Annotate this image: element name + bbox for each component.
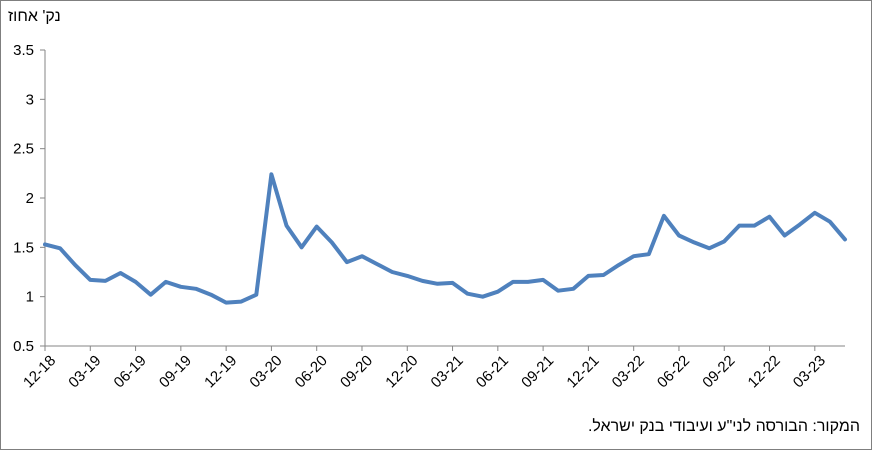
data-point xyxy=(164,280,167,284)
data-point xyxy=(783,234,786,237)
data-point xyxy=(707,247,711,250)
data-point xyxy=(119,271,122,275)
data-point xyxy=(240,300,243,303)
data-point xyxy=(194,287,198,290)
data-point xyxy=(179,285,183,288)
data-point xyxy=(647,253,650,256)
x-tick-label: 03-21 xyxy=(428,352,467,391)
y-tick-label: 3.5 xyxy=(13,42,34,59)
axes xyxy=(40,49,845,351)
x-tick-label: 06-20 xyxy=(292,352,331,391)
data-point xyxy=(677,234,681,237)
y-tick-label: 2 xyxy=(26,190,34,207)
y-tick-label: 3 xyxy=(26,91,34,108)
x-tick-label: 09-22 xyxy=(699,352,738,391)
data-point xyxy=(421,279,424,283)
x-tick-label: 06-22 xyxy=(654,352,693,391)
y-tick-label: 1.5 xyxy=(13,239,34,256)
data-point xyxy=(723,240,726,243)
data-point xyxy=(73,263,77,267)
x-tick-label: 09-21 xyxy=(518,352,557,391)
series-line xyxy=(43,172,847,305)
y-tick-label: 1 xyxy=(26,289,34,306)
data-point xyxy=(632,255,635,258)
data-point xyxy=(813,211,817,214)
data-point xyxy=(511,280,515,284)
x-tick-label: 06-21 xyxy=(473,352,512,391)
data-point xyxy=(557,289,560,292)
data-point xyxy=(375,262,379,266)
series-group xyxy=(43,172,847,305)
y-axis-label: נק' אחוז xyxy=(8,8,61,25)
x-tick-label: 12-18 xyxy=(20,352,59,391)
data-point xyxy=(134,280,137,284)
x-tick-label: 06-19 xyxy=(111,352,150,391)
data-point xyxy=(451,281,454,285)
data-point xyxy=(149,293,152,296)
data-point xyxy=(572,287,575,290)
data-point xyxy=(768,215,771,218)
data-point xyxy=(662,214,666,217)
data-point xyxy=(58,247,62,250)
y-tick-label: 0.5 xyxy=(13,338,34,355)
data-point xyxy=(406,274,409,278)
x-tick-label: 12-20 xyxy=(382,352,421,391)
data-point xyxy=(828,220,832,223)
data-point xyxy=(692,241,696,244)
data-point xyxy=(315,225,318,228)
x-tick-labels: 12-18 03-19 06-19 09-19 12-19 03-20 06-20 09-20… xyxy=(20,352,829,391)
data-point xyxy=(753,224,756,227)
x-tick-label: 03-22 xyxy=(609,352,648,391)
data-point xyxy=(209,293,213,296)
data-point xyxy=(541,278,545,282)
data-point xyxy=(587,274,590,278)
data-point xyxy=(436,282,439,286)
data-point xyxy=(300,246,303,249)
data-point xyxy=(270,173,273,176)
data-point xyxy=(481,295,484,298)
data-point xyxy=(345,260,349,264)
data-point xyxy=(496,290,500,293)
x-tick-label: 03-20 xyxy=(246,352,285,391)
x-tick-label: 12-21 xyxy=(563,352,602,391)
data-point xyxy=(843,238,847,241)
data-point xyxy=(330,241,333,244)
y-tick-label: 2.5 xyxy=(13,141,34,158)
data-point xyxy=(390,270,394,274)
x-tick-label: 03-23 xyxy=(790,352,829,391)
data-point xyxy=(602,273,605,277)
data-point xyxy=(89,278,92,282)
data-point xyxy=(224,301,228,304)
source-note: המקור: הבורסה לני"ע ועיבודי בנק ישראל. xyxy=(587,418,860,435)
data-point xyxy=(617,263,620,267)
data-point xyxy=(360,255,364,258)
x-tick-label: 09-19 xyxy=(156,352,195,391)
data-point xyxy=(43,243,47,246)
data-point xyxy=(466,292,469,295)
data-point xyxy=(526,280,530,284)
data-point xyxy=(798,223,801,226)
x-tick-label: 09-20 xyxy=(337,352,376,391)
y-tick-labels: 0.5 1 1.5 2 2.5 3 3.5 xyxy=(13,42,34,355)
data-point xyxy=(738,224,741,227)
x-tick-label: 12-22 xyxy=(745,352,784,391)
data-point xyxy=(285,224,288,227)
x-tick-label: 03-19 xyxy=(65,352,104,391)
data-point xyxy=(255,293,258,296)
x-tick-label: 12-19 xyxy=(201,352,240,391)
data-point xyxy=(104,279,107,283)
